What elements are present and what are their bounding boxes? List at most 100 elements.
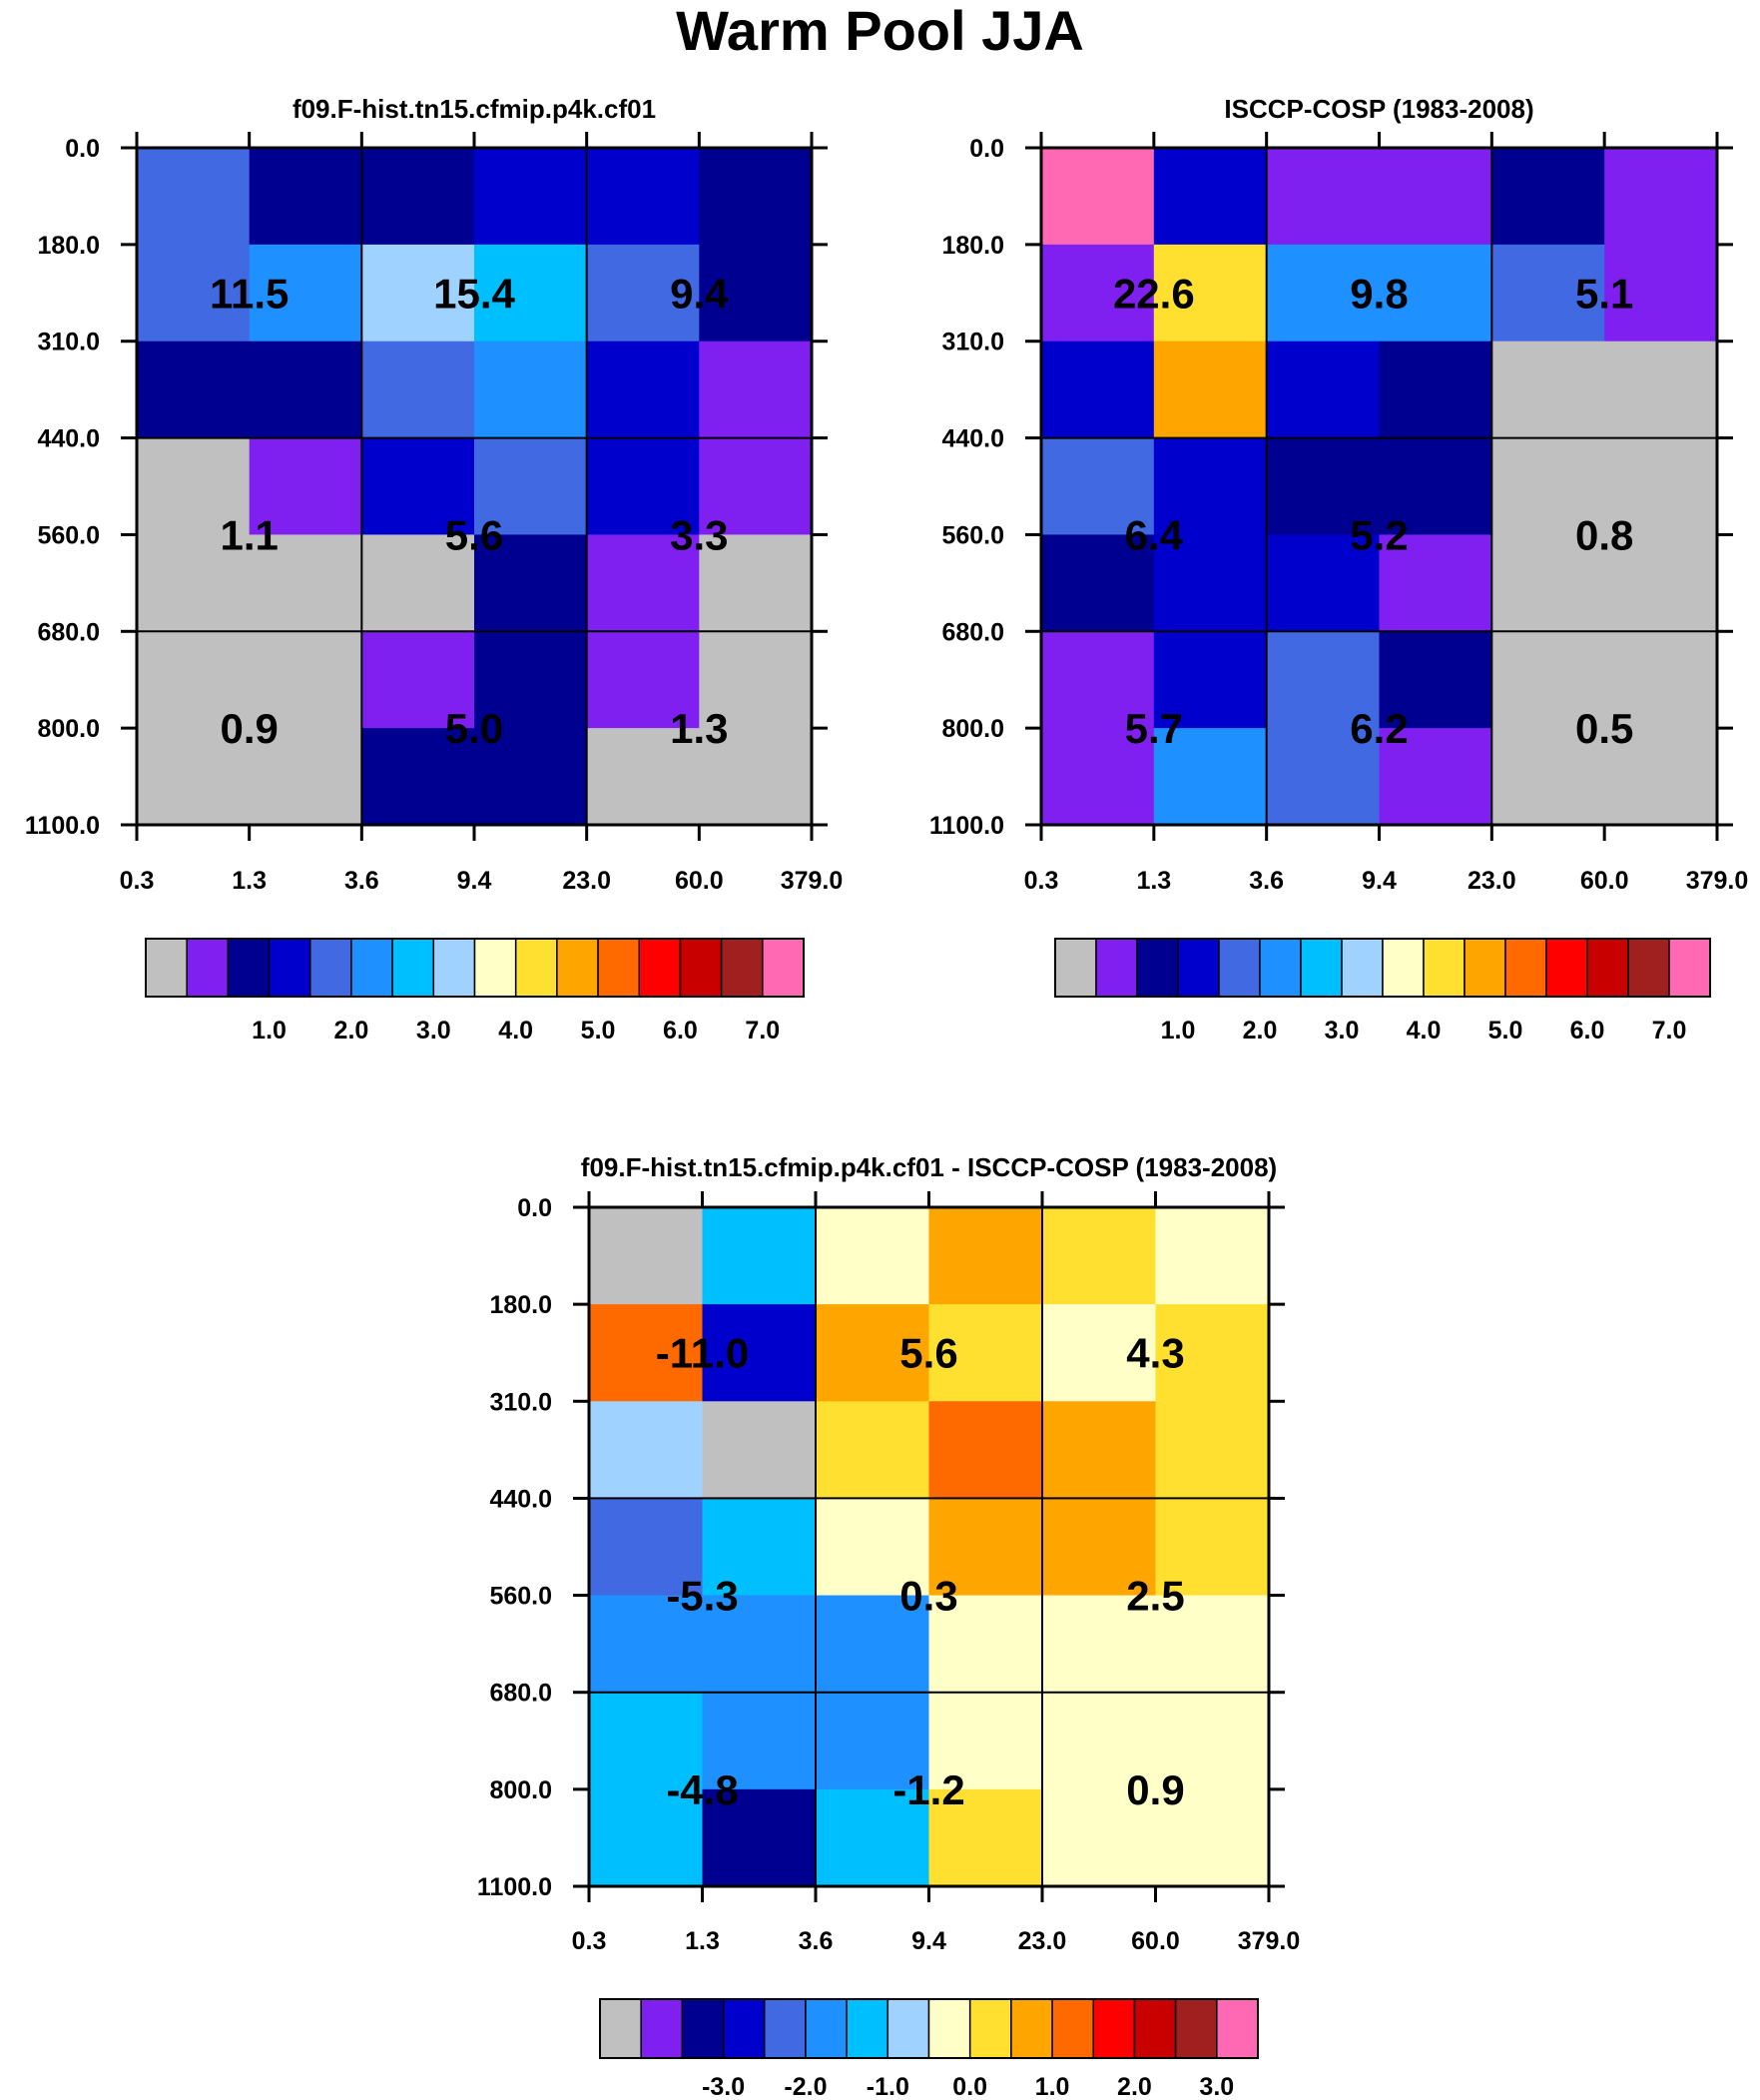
colorbar-label: 3.0 [1199, 2073, 1234, 2100]
heatmap-panel-3: f09.F-hist.tn15.cfmip.p4k.cf01 - ISCCP-C… [477, 1152, 1300, 2100]
y-tick-label: 560.0 [37, 521, 100, 549]
heatmap-cell [1379, 341, 1492, 439]
heatmap-cell [1491, 728, 1605, 826]
heatmap-cell [589, 1498, 704, 1597]
heatmap-cell [137, 728, 251, 826]
heatmap-cell [589, 1788, 704, 1887]
heatmap-cell [816, 1207, 930, 1305]
y-tick-label: 440.0 [941, 425, 1004, 453]
colorbar-swatch [720, 938, 764, 998]
heatmap-cell [361, 244, 475, 343]
heatmap-cell [1041, 631, 1155, 729]
colorbar-swatch [145, 938, 188, 998]
colorbar-swatch [186, 938, 230, 998]
y-tick-label: 560.0 [489, 1583, 552, 1611]
x-tick-label: 379.0 [1238, 1927, 1301, 1955]
heatmap-cell [702, 1304, 817, 1402]
heatmap-cell [816, 1498, 930, 1597]
heatmap-cell [1042, 1692, 1157, 1790]
x-tick-label: 9.4 [457, 867, 492, 895]
heatmap-cell [474, 534, 588, 632]
heatmap-panel-1: f09.F-hist.tn15.cfmip.p4k.cf01 0.0 180.0 31… [25, 94, 843, 1045]
block-value-label: 5.6 [899, 1330, 957, 1377]
heatmap-cell [928, 1788, 1043, 1887]
heatmap-cell [1153, 341, 1268, 439]
heatmap-cell [1155, 1304, 1270, 1402]
colorbar-frame [145, 938, 805, 998]
heatmap-cell [361, 341, 475, 439]
heatmap-cell [586, 631, 700, 729]
colorbar-swatch [1051, 1998, 1094, 2059]
heatmap-cell [1491, 631, 1605, 729]
block-value-label: 5.0 [445, 705, 503, 752]
block-value-label: 5.6 [445, 511, 503, 558]
x-tick-label: 60.0 [675, 867, 724, 895]
colorbar-label: 5.0 [1488, 1017, 1523, 1045]
x-tick-label: 1.3 [232, 867, 267, 895]
heatmap-cell [702, 1788, 817, 1887]
heatmap-cell [1604, 631, 1718, 729]
colorbar-swatch [599, 1998, 642, 2059]
y-tick-label: 560.0 [941, 521, 1004, 549]
block-value-label: 1.3 [670, 705, 728, 752]
y-tick-label: 440.0 [37, 425, 100, 453]
heatmap-cell [249, 631, 362, 729]
panel-title: ISCCP-COSP (1983-2008) [1224, 94, 1533, 124]
heatmap-cell [816, 1595, 930, 1694]
colorbar-label: 4.0 [498, 1017, 533, 1045]
block-value-label: 5.1 [1575, 270, 1633, 317]
heatmap-cell [589, 1692, 704, 1790]
x-tick-label: 23.0 [562, 867, 611, 895]
block-value-label: 9.4 [670, 270, 729, 317]
heatmap-cell [589, 1595, 704, 1694]
heatmap-cell [474, 437, 588, 536]
colorbar-swatch [1586, 938, 1629, 998]
heatmap-cell [1155, 1207, 1270, 1305]
block-value-label: 0.8 [1575, 511, 1633, 558]
y-tick-label: 0.0 [517, 1194, 552, 1222]
heatmap-cell [928, 1692, 1043, 1790]
colorbar-swatch [1218, 938, 1261, 998]
block-value-label: 15.4 [433, 270, 515, 317]
colorbar-swatch [514, 938, 558, 998]
heatmap-cell [1266, 631, 1381, 729]
x-tick-label: 9.4 [911, 1927, 946, 1955]
colorbar-swatch [1136, 938, 1179, 998]
heatmap-cell [249, 244, 362, 343]
x-tick-label: 379.0 [781, 867, 844, 895]
heatmap-cell [1491, 341, 1605, 439]
y-tick-label: 310.0 [489, 1388, 552, 1416]
y-tick-label: 0.0 [65, 135, 100, 163]
heatmap-cell [1155, 1498, 1270, 1597]
colorbar: 1.0 2.0 3.0 4.0 5.0 6.0 7.0 [145, 938, 805, 1045]
y-tick-label: 680.0 [37, 618, 100, 646]
heatmap-cell [249, 728, 362, 826]
heatmap-cell [586, 341, 700, 439]
heatmap-cell [1042, 1304, 1157, 1402]
heatmap-cell [699, 631, 813, 729]
heatmap-cell [1491, 534, 1605, 632]
y-tick-label: 680.0 [489, 1680, 552, 1708]
x-tick-label: 3.6 [799, 1927, 834, 1955]
heatmap-cell [699, 341, 813, 439]
heatmap-cell [928, 1304, 1043, 1402]
heatmap-cell [1041, 148, 1155, 246]
heatmap-cell [1604, 728, 1718, 826]
heatmap-cell [361, 728, 475, 826]
heatmap-cell [1153, 437, 1268, 536]
colorbar-swatch [1092, 1998, 1136, 2059]
heatmap-cell [1153, 534, 1268, 632]
x-tick-label: 3.6 [1249, 867, 1284, 895]
block-value-label: 22.6 [1113, 270, 1195, 317]
y-tick-label: 800.0 [941, 715, 1004, 743]
colorbar: 1.0 2.0 3.0 4.0 5.0 6.0 7.0 [1054, 938, 1711, 1045]
colorbar-label: 6.0 [1570, 1017, 1605, 1045]
colorbar-swatch [1259, 938, 1302, 998]
colorbar-swatch [968, 1998, 1012, 2059]
heatmap-cell [589, 1207, 704, 1305]
heatmap-cell [702, 1207, 817, 1305]
x-tick-label: 60.0 [1580, 867, 1629, 895]
colorbar: -3.0 -2.0 -1.0 0.0 1.0 2.0 3.0 [599, 1998, 1259, 2100]
heatmap-cell [1042, 1788, 1157, 1887]
block-value-label: 5.2 [1350, 511, 1408, 558]
